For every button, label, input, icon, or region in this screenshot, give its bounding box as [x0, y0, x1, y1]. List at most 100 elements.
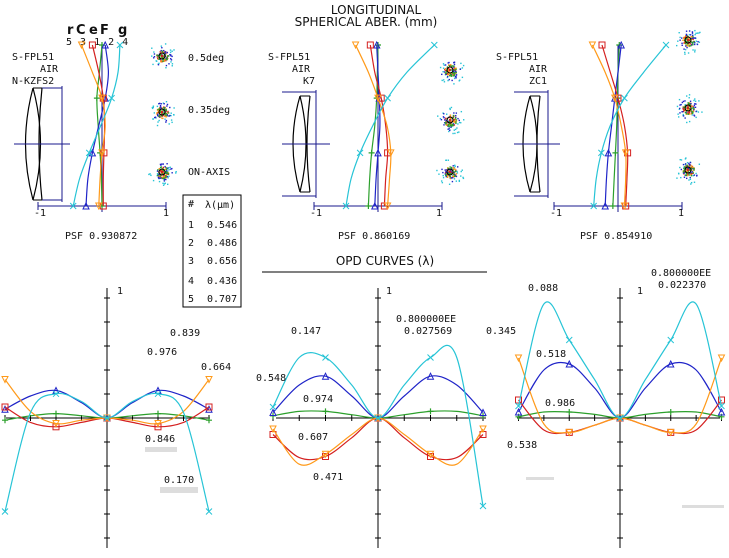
lsa1-tick-neg1: -1 — [34, 208, 46, 219]
spot-4-dot-0-16 — [460, 62, 462, 65]
spot-4-dot-3-22 — [455, 74, 458, 76]
spot-6-dot-4-24 — [445, 174, 448, 176]
spot-9-dot-4-4 — [691, 167, 693, 170]
spot-3-dot-3-1 — [156, 170, 159, 172]
spot-3-dot-0-13 — [169, 166, 171, 168]
spot-9-dot-3-21 — [688, 162, 690, 165]
spot-1-dot-3-20 — [169, 58, 172, 60]
opd3-series-5-point-0 — [515, 402, 522, 410]
spot-9-dot-4-2 — [686, 165, 689, 167]
lsa3-series-4-point-4 — [610, 94, 619, 103]
spot-3-dot-2-5 — [167, 172, 170, 174]
spot-3-dot-2-17 — [160, 172, 163, 175]
spot-7-dot-3-5 — [689, 34, 692, 36]
spot-9-dot-4-19 — [684, 166, 686, 168]
spot-7-dot-0-23 — [692, 49, 694, 51]
spot-4-dot-0-2 — [442, 70, 444, 73]
spot-8-dot-4-17 — [682, 106, 685, 109]
spot-1-dot-0-9 — [151, 47, 153, 49]
spot-9-center — [686, 168, 690, 172]
spot-2-dot-0-20 — [172, 113, 175, 116]
spot-9-dot-0-0 — [684, 163, 687, 166]
spot-3-dot-3-5 — [166, 163, 168, 165]
opd2-series-1-point-6 — [427, 408, 434, 415]
spot-7-dot-4-17 — [692, 43, 694, 45]
spot-1-dot-1-17 — [157, 57, 159, 60]
glass2-line2: AIR — [292, 64, 311, 75]
legend-numbers: 5 3 1 2 4 — [66, 37, 129, 48]
lsa1-tick-1: 1 — [163, 208, 169, 219]
spot-3-dot-0-20 — [168, 175, 170, 177]
spot-4-dot-4-5 — [453, 73, 456, 75]
spot-7-dot-2-23 — [687, 37, 690, 39]
spot-2-dot-4-21 — [166, 114, 168, 117]
spot-8-dot-4-13 — [688, 105, 691, 107]
spot-2-dot-4-16 — [164, 113, 167, 115]
spot-6-dot-0-7 — [458, 180, 461, 183]
spot-7-dot-0-13 — [695, 32, 697, 35]
spot-6-dot-0-21 — [441, 181, 444, 184]
spot-9-dot-3-25 — [684, 166, 687, 169]
spot-3-dot-2-22 — [161, 176, 164, 178]
spot-3-dot-4-17 — [159, 175, 161, 177]
opd2-label-0607: 0.607 — [298, 432, 328, 443]
spot-6-dot-2-3 — [455, 173, 458, 175]
opd2-label-0974: 0.974 — [303, 394, 333, 405]
spot-5-dot-0-4 — [457, 123, 459, 125]
lsa3-series-1-point-2 — [612, 149, 619, 156]
spot-5-dot-0-13 — [460, 110, 463, 113]
spot-5-dot-3-2 — [455, 114, 457, 117]
spot-7-dot-4-12 — [685, 43, 687, 45]
spot-4-dot-1-2 — [453, 68, 455, 71]
wl-row-3-num: 3 — [188, 256, 194, 267]
opd1-series-1-point-0 — [2, 417, 8, 424]
spot-2-dot-0-7 — [152, 106, 154, 108]
spot-8-dot-0-17 — [688, 97, 690, 99]
spot-8-dot-0-15 — [701, 111, 703, 113]
spot-2-dot-3-18 — [163, 103, 165, 105]
spot-9-dot-0-1 — [689, 178, 692, 181]
spot-9-dot-4-3 — [683, 170, 685, 172]
spot-2-dot-2-4 — [161, 117, 163, 119]
spot-3-dot-0-7 — [156, 173, 159, 175]
spot-4-center — [448, 68, 452, 72]
glass1-line3: N-KZFS2 — [12, 76, 54, 87]
spot-3-dot-1-19 — [162, 177, 164, 180]
spot-7-dot-1-0 — [687, 41, 690, 43]
spot-4-dot-0-23 — [439, 66, 442, 69]
spot-8-dot-3-4 — [684, 117, 686, 119]
spot-4-dot-0-14 — [442, 63, 445, 65]
spot-3-dot-4-8 — [159, 166, 162, 169]
spot-8-dot-0-10 — [684, 103, 686, 106]
legend-letter-c: C — [76, 23, 86, 38]
lsa-frames — [37, 45, 683, 212]
spot-7-core — [684, 36, 692, 44]
spot-3-dot-3-17 — [158, 177, 160, 179]
spot-2-dot-3-14 — [165, 119, 168, 122]
spot-2-dot-1-3 — [167, 110, 169, 113]
spot-2-dot-3-3 — [158, 103, 160, 105]
spot-6-dot-0-4 — [460, 170, 462, 173]
spot-7-dot-4-19 — [693, 41, 695, 43]
spot-9-dot-0-10 — [685, 157, 687, 159]
spot-4-dot-2-21 — [447, 69, 449, 71]
spot-4-dot-4-7 — [448, 65, 451, 67]
opd3-label-ee: 0.800000EE — [651, 268, 711, 279]
spot-8-dot-0-12 — [691, 114, 693, 116]
spot-7-dot-3-20 — [697, 40, 699, 43]
lsa3-series-3-point-6 — [598, 41, 606, 49]
spot-9-dot-3-12 — [680, 168, 683, 171]
spot-5-dot-0-6 — [449, 108, 451, 111]
wl-header-num: # — [188, 199, 194, 210]
spot-1-dot-0-15 — [169, 51, 172, 54]
spot-9-dot-0-24 — [679, 158, 681, 161]
spot-8-dot-1-3 — [689, 108, 691, 111]
spot-7-dot-3-21 — [679, 39, 681, 41]
spot-2-dot-0-23 — [171, 121, 173, 124]
spot-diagram-5 — [437, 106, 465, 135]
spot-7-dot-3-19 — [693, 43, 696, 46]
spot-1-dot-3-19 — [170, 59, 173, 61]
spot-4-dot-0-17 — [462, 64, 465, 67]
lsa2-series-5-point-0 — [342, 202, 350, 210]
spot-8-dot-3-2 — [695, 110, 697, 113]
